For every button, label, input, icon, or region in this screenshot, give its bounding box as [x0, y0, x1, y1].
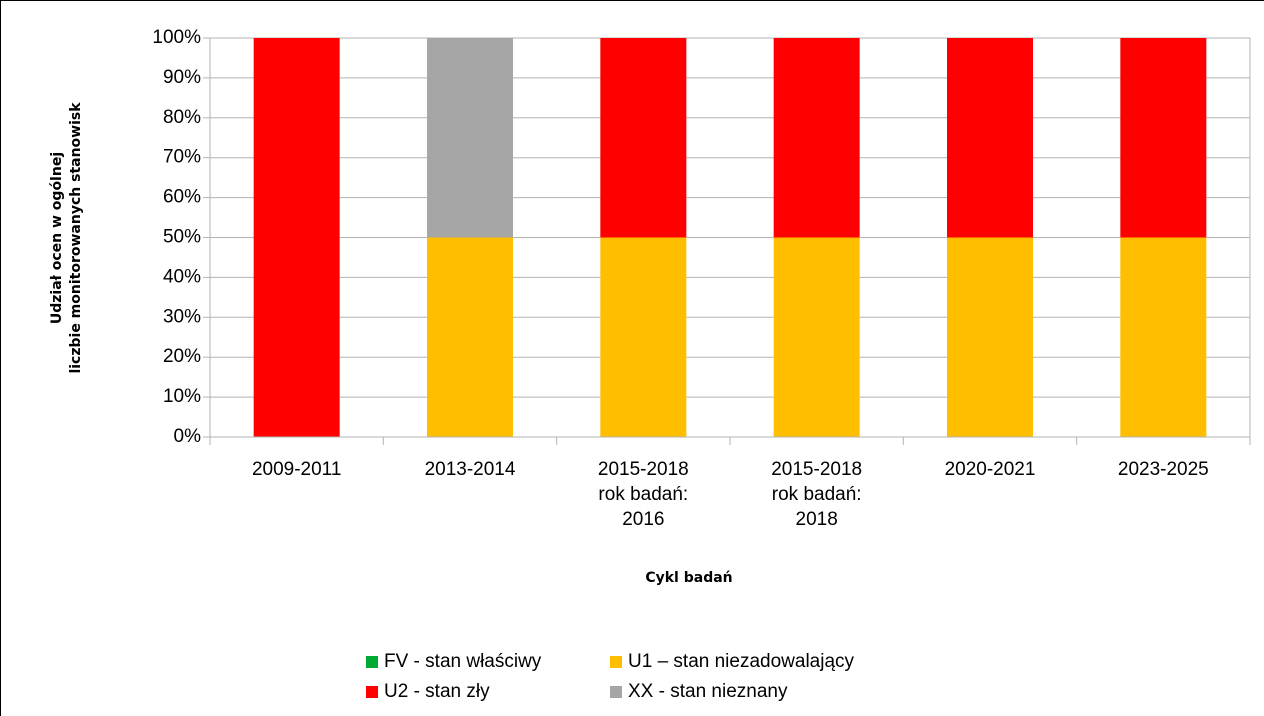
bar-segment: [427, 237, 513, 437]
y-tick-label: 10%: [163, 386, 201, 407]
bar-segment: [427, 38, 513, 238]
y-tick-label: 80%: [163, 107, 201, 128]
y-axis-label: Udział ocen w ogólnej liczbie monitorowan…: [49, 102, 84, 374]
legend-label: U2 - stan zły: [384, 681, 490, 702]
legend-swatch: [610, 656, 622, 668]
x-axis-label: Cykl badań: [645, 570, 732, 586]
y-tick-label: 30%: [163, 306, 201, 327]
bar-segment: [1120, 237, 1207, 437]
legend-label: XX - stan nieznany: [628, 681, 788, 702]
x-tick-label: 2015-2018: [771, 459, 862, 480]
y-tick-label: 50%: [163, 227, 201, 248]
y-tick-label: 90%: [163, 67, 201, 88]
x-tick-label: 2013-2014: [425, 459, 516, 480]
x-tick-label: 2020-2021: [945, 459, 1036, 480]
legend-swatch: [610, 686, 622, 698]
bar-segment: [600, 237, 687, 437]
y-tick-label: 40%: [163, 266, 201, 287]
legend-swatch: [366, 656, 378, 668]
y-tick-label: 70%: [163, 147, 201, 168]
bar-segment: [600, 38, 687, 238]
x-tick-label: rok badań:: [772, 484, 862, 505]
x-tick-label: rok badań:: [598, 484, 688, 505]
y-tick-label: 20%: [163, 346, 201, 367]
bar-segment: [1120, 38, 1207, 238]
y-tick-label: 0%: [174, 426, 202, 447]
legend-swatch: [366, 686, 378, 698]
y-tick-label: 60%: [163, 187, 201, 208]
x-tick-label: 2018: [796, 509, 838, 530]
bar-segment: [773, 38, 860, 238]
x-tick-label: 2015-2018: [598, 459, 689, 480]
x-tick-label: 2016: [622, 509, 664, 530]
y-tick-label: 100%: [152, 27, 201, 48]
legend-label: FV - stan właściwy: [384, 651, 542, 672]
legend-label: U1 – stan niezadowalający: [628, 651, 855, 672]
bar-segment: [947, 38, 1033, 238]
bar-segment: [253, 38, 340, 437]
x-tick-label: 2009-2011: [252, 459, 341, 480]
y-axis-label-line: liczbie monitorowanych stanowisk: [68, 102, 84, 374]
x-tick-label: 2023-2025: [1118, 459, 1209, 480]
y-axis-label-line: Udział ocen w ogólnej: [49, 152, 65, 324]
bar-segment: [947, 237, 1033, 437]
bar-segment: [773, 237, 860, 437]
